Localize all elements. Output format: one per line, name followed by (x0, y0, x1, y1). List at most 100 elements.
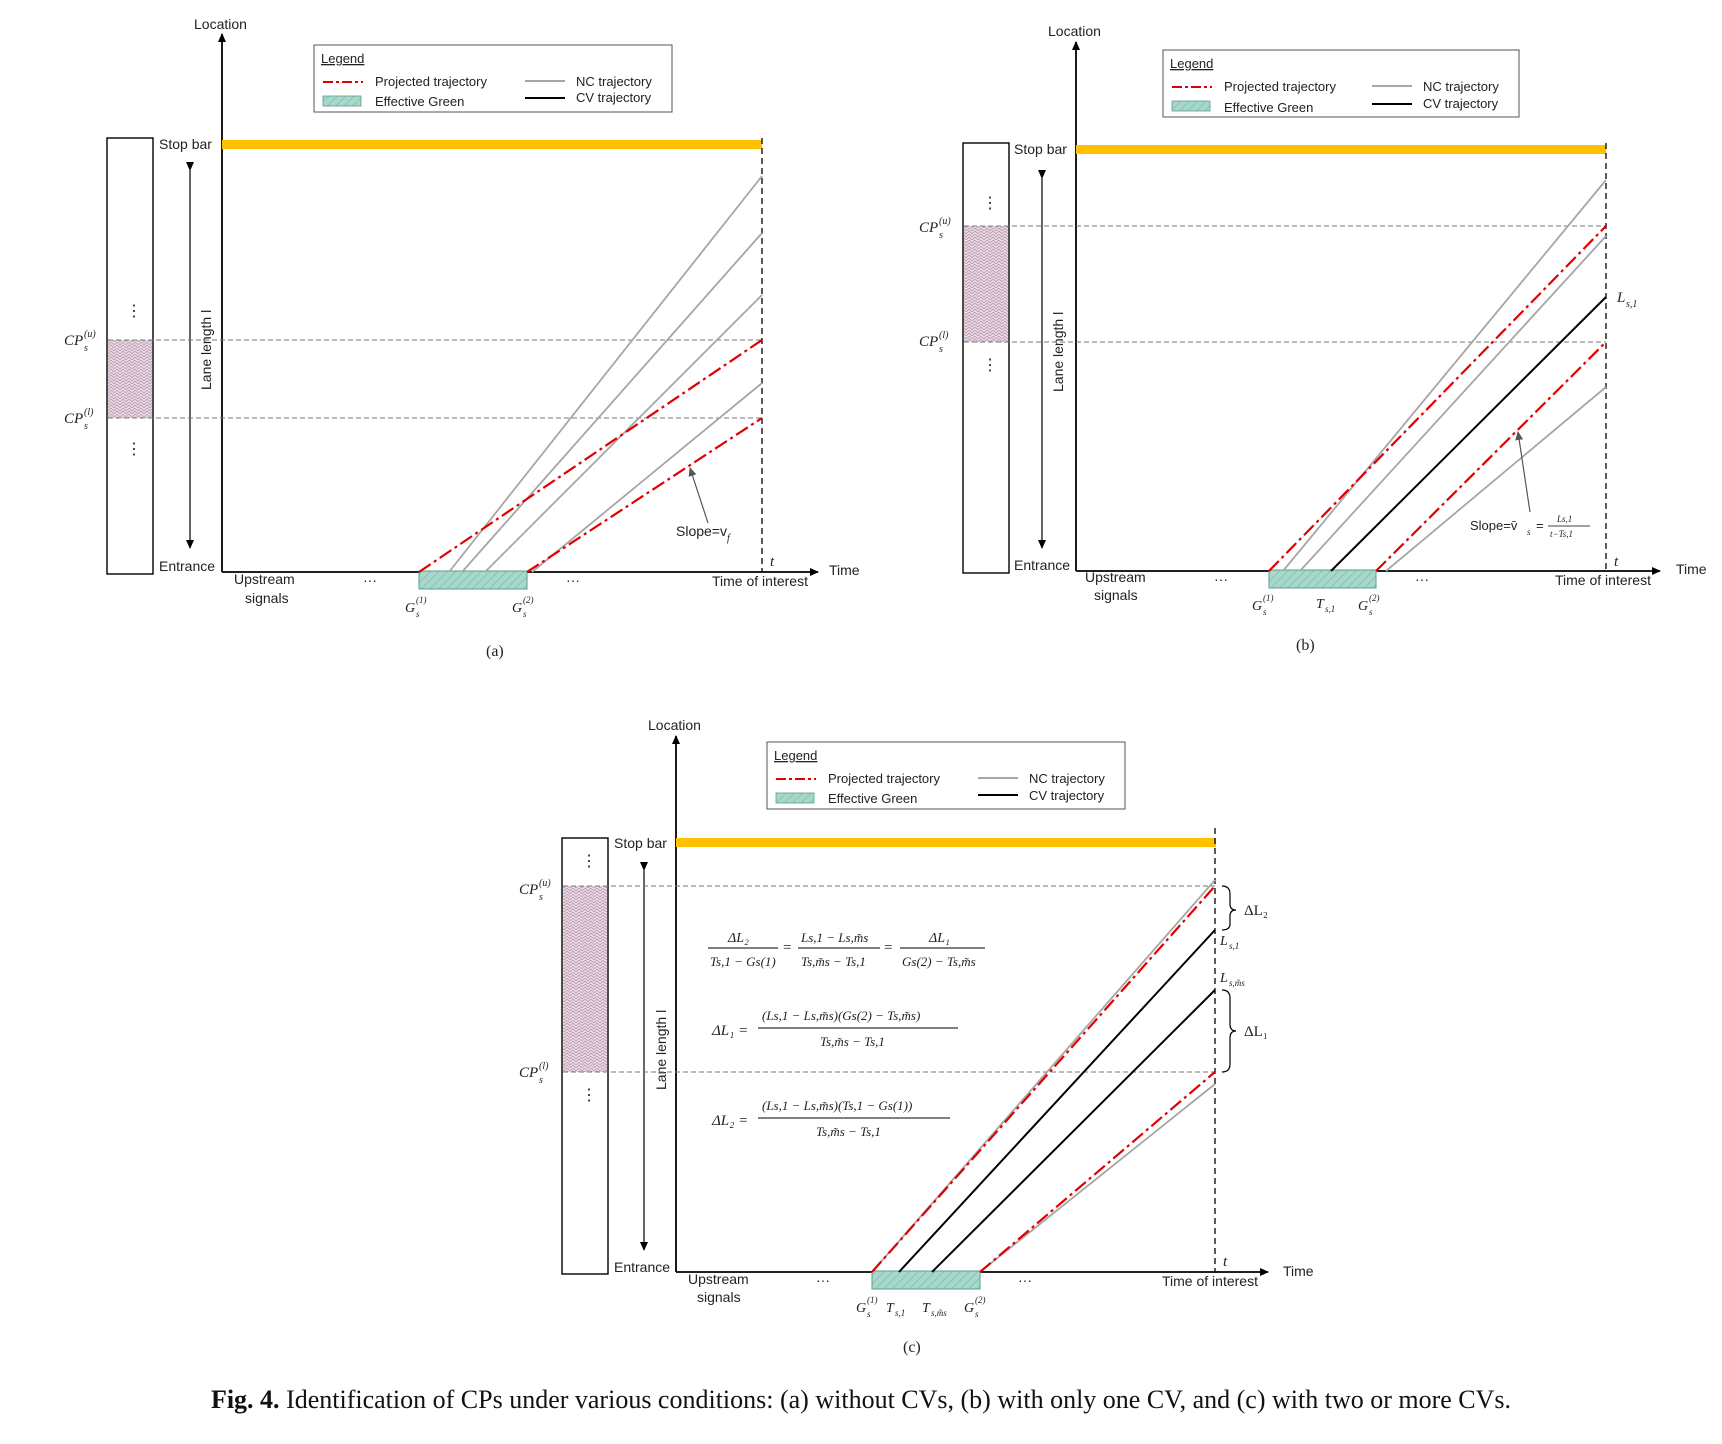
location-label: Location (648, 717, 701, 733)
lane-length-label: Lane length l (653, 1010, 669, 1090)
slope-annotation: Slope=v̄ s = Ls,1 t−Ts,1 (1470, 514, 1590, 539)
svg-text:Legend: Legend (321, 51, 364, 66)
t-label: t (1223, 1254, 1228, 1270)
cp-region (563, 886, 607, 1072)
ts1-label: T s,1 (1316, 597, 1335, 614)
svg-text:s: s (939, 344, 943, 355)
svg-text:T: T (886, 1301, 895, 1316)
ts1-label: T s,1 (886, 1301, 905, 1318)
panel-b: Location Time Stop bar Entrance Lane len… (919, 23, 1707, 654)
svg-text:s: s (939, 230, 943, 241)
upstream-label-2: signals (697, 1289, 741, 1305)
slope-pointer (1515, 431, 1531, 513)
svg-text:s: s (1263, 607, 1267, 617)
svg-text:NC trajectory: NC trajectory (1423, 79, 1499, 94)
dots-right: ··· (1415, 571, 1429, 587)
svg-text:CP: CP (919, 220, 938, 236)
figure-caption: Fig. 4. Identification of CPs under vari… (0, 1385, 1722, 1415)
svg-text:s,m̃s: s,m̃s (1229, 978, 1245, 988)
t-label: t (770, 554, 775, 570)
svg-text:s: s (539, 892, 543, 903)
projected-trajectory (1268, 225, 1607, 572)
slope-pointer (688, 467, 709, 524)
time-of-interest-label: Time of interest (1162, 1273, 1258, 1289)
svg-text:=: = (884, 940, 892, 956)
svg-text:Ls,1: Ls,1 (1556, 514, 1572, 524)
stop-bar-label: Stop bar (159, 136, 212, 152)
nc-trajectory (448, 175, 763, 573)
projected-trajectory (979, 1071, 1216, 1273)
panel-label: (c) (903, 1339, 921, 1356)
svg-text:(l): (l) (539, 1061, 549, 1072)
svg-text:CV trajectory: CV trajectory (1029, 788, 1105, 803)
svg-text:(1): (1) (1263, 593, 1274, 603)
svg-text:=: = (783, 940, 791, 956)
cp-lower-label: CP s (l) (64, 407, 94, 432)
dots-right: ··· (566, 572, 580, 588)
delta-l2-brace (1221, 885, 1237, 931)
svg-text:T: T (1316, 597, 1325, 612)
svg-text:ΔL₁ =: ΔL₁ = (711, 1023, 748, 1039)
equation-1: ΔL₂ Ts,1 − Gs(1) = Ls,1 − Ls,m̃s Ts,m̃s … (708, 930, 985, 969)
cp-region (108, 340, 152, 418)
dots-left: ··· (816, 1272, 830, 1288)
svg-text:s,1: s,1 (1229, 941, 1239, 951)
panel-a: Location Time Stop bar Entrance Lane len… (64, 16, 860, 660)
projected-trajectory (526, 417, 763, 573)
svg-text:s: s (867, 1309, 871, 1319)
g2-label: G s (2) (964, 1295, 986, 1319)
svg-text:ΔL₂: ΔL₂ (727, 931, 749, 946)
cv-trajectory (1330, 296, 1607, 572)
lane-box (962, 142, 1010, 574)
equation-2: ΔL₁ = (Ls,1 − Ls,m̃s)(Gs(2) − Ts,m̃s) Ts… (711, 1008, 958, 1049)
svg-text:s: s (84, 421, 88, 432)
svg-text:CP: CP (64, 411, 83, 427)
cp-upper-label: CP s (u) (919, 216, 951, 241)
caption-text: Identification of CPs under various cond… (279, 1385, 1512, 1414)
lane-length-label: Lane length l (198, 310, 214, 390)
svg-text:Projected trajectory: Projected trajectory (828, 771, 940, 786)
svg-text:ΔL₁: ΔL₁ (928, 931, 950, 946)
svg-text:(2): (2) (523, 595, 534, 605)
nc-trajectory (461, 232, 763, 573)
svg-text:(1): (1) (867, 1295, 878, 1305)
svg-text:s: s (416, 609, 420, 619)
cv-trajectory (898, 929, 1216, 1273)
nc-trajectory (1282, 179, 1607, 572)
stop-bar-label: Stop bar (1014, 141, 1067, 157)
svg-text:NC trajectory: NC trajectory (1029, 771, 1105, 786)
lane-length-label: Lane length l (1050, 312, 1066, 392)
nc-trajectory (1385, 386, 1607, 572)
effective-green (418, 570, 528, 590)
panel-c: Location Time Stop bar Entrance Lane len… (519, 717, 1314, 1356)
svg-text:(2): (2) (975, 1295, 986, 1305)
projected-trajectory (1375, 341, 1607, 572)
vdots-lower: ⋮ (126, 441, 142, 458)
svg-text:Slope=v: Slope=v (676, 523, 727, 539)
tsm-label: T s,m̃s (922, 1301, 947, 1318)
time-label: Time (829, 562, 860, 578)
projected-trajectory (871, 885, 1216, 1273)
location-label: Location (194, 16, 247, 32)
legend: Legend Projected trajectory Effective Gr… (766, 741, 1126, 810)
svg-text:CV trajectory: CV trajectory (576, 90, 652, 105)
svg-text:Legend: Legend (1170, 56, 1213, 71)
vdots-lower: ⋮ (581, 1087, 597, 1104)
nc-trajectory (979, 1083, 1216, 1273)
svg-text:CV trajectory: CV trajectory (1423, 96, 1499, 111)
g2-label: G s (2) (1358, 593, 1380, 617)
svg-text:s,1: s,1 (895, 1308, 905, 1318)
upstream-label: Upstream (1085, 569, 1146, 585)
svg-text:(Ls,1 − Ls,m̃s)(Gs(2) − Ts,m̃s: (Ls,1 − Ls,m̃s)(Gs(2) − Ts,m̃s) (762, 1008, 920, 1023)
svg-text:(l): (l) (939, 330, 949, 341)
entrance-label: Entrance (614, 1259, 670, 1275)
delta-l1-brace (1221, 989, 1237, 1073)
panel-label: (a) (486, 643, 504, 660)
location-label: Location (1048, 23, 1101, 39)
svg-text:Gs(2) − Ts,m̃s: Gs(2) − Ts,m̃s (902, 954, 976, 969)
dots-right: ··· (1018, 1272, 1032, 1288)
stop-bar (222, 140, 762, 149)
svg-text:t−Ts,1: t−Ts,1 (1550, 529, 1573, 539)
time-of-interest-label: Time of interest (712, 573, 808, 589)
